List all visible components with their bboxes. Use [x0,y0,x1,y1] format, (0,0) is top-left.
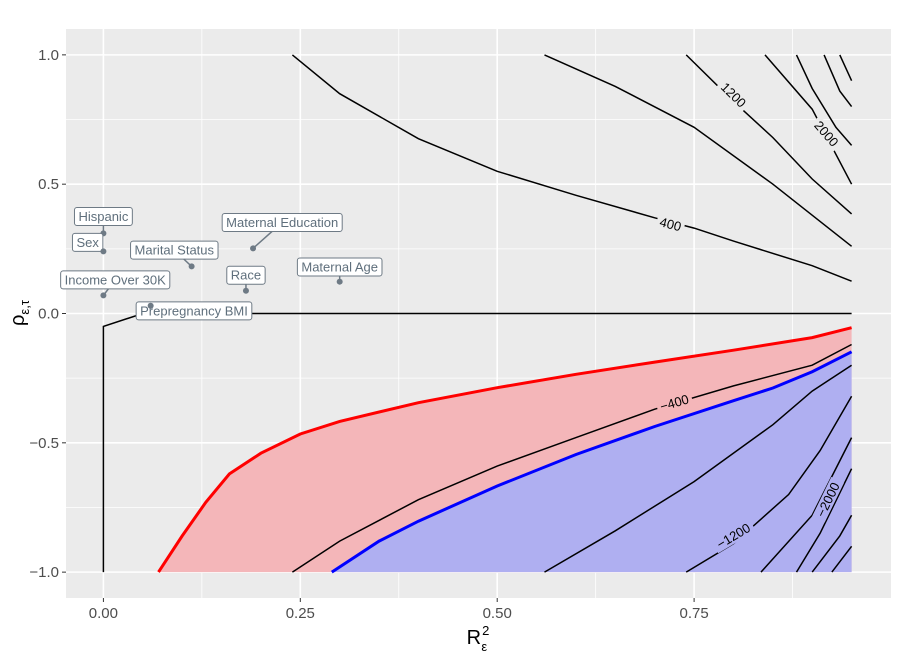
annotation-prepregnancy-bmi: Prepregnancy BMI [135,301,253,321]
annotation-box [135,301,253,321]
contour-label-bg [655,213,686,235]
y-axis-title: ρε,τ [7,299,32,326]
annotation-maternal-age: Maternal Age [296,257,383,285]
y-tick-label: 0.0 [38,306,59,323]
y-axis-title-sub: ε,τ [17,299,32,314]
annotation-box [60,270,171,290]
x-tick-label: 0.50 [483,605,512,622]
x-axis-title-sub: ε [481,639,487,654]
contour-line [795,468,853,573]
annotation-point [188,263,195,270]
contour-label-bg [715,77,752,113]
x-tick-label: 0.75 [680,605,709,622]
y-tick-label: 1.0 [38,47,59,64]
annotation-label: Prepregnancy BMI [140,303,248,318]
annotation-label: Maternal Education [226,215,338,230]
annotation-point [336,278,343,285]
annotation-race: Race [226,265,266,294]
contour-line [544,364,853,573]
contour-line [839,54,853,82]
annotation-marital-status: Marital Status [130,240,219,270]
annotation-point [100,292,107,299]
annotation-point [250,245,257,252]
annotation-box [71,232,104,252]
annotation-label: Income Over 30K [65,272,166,287]
contour-label-bg [809,115,844,152]
annotation-leader [252,230,273,249]
contour-line [811,514,853,573]
y-axis-title-main: ρ [7,315,29,326]
annotation-label: Maternal Age [301,259,378,274]
annotation-label: Sex [76,235,99,250]
contour-line [685,395,853,573]
annotation-box [221,212,343,232]
covariate-annotations: Hispanic Sex Marital Status Maternal Educat… [60,207,383,321]
blue-boundary-line [330,350,853,574]
annotation-box [130,240,219,260]
contour-label-bg [655,390,694,415]
annotation-sex: Sex [71,232,107,255]
annotation-maternal-education: Maternal Education [221,212,343,252]
x-axis-title: R2 ε [467,623,490,654]
annotation-hispanic: Hispanic [73,207,133,237]
x-axis-title-main: R [467,627,481,649]
annotation-label: Race [231,268,261,283]
contour-line [831,545,853,573]
y-tick-label: −0.5 [29,435,59,452]
contour-line [291,54,852,282]
annotation-income-over-30k: Income Over 30K [60,270,171,299]
contour-line [291,343,852,573]
y-tick-label: −1.0 [29,564,59,581]
annotation-point [242,287,249,294]
contour-line [102,312,852,573]
contour-label-bg [711,518,756,554]
x-axis-title-sup: 2 [482,623,489,638]
annotation-point [100,248,107,255]
contour-line [823,54,853,108]
contour-line [760,437,853,573]
axes: 0.00 0.25 0.50 0.75 1.0 0.5 0.0 −0.5 −1.0 [29,47,708,622]
annotation-point [147,302,154,309]
y-tick-label: 0.5 [38,176,59,193]
contour-line [795,54,853,146]
blue-shaded-region [331,351,852,573]
contour-label-400: 400 [658,214,683,234]
contour-line [544,54,853,247]
x-tick-label: 0.00 [89,605,118,622]
red-boundary-line [157,326,852,573]
annotation-label: Hispanic [78,209,128,224]
x-tick-label: 0.25 [286,605,315,622]
contour-label-bg [812,476,844,523]
shaded-regions [158,327,852,573]
annotation-label: Marital Status [135,243,215,258]
contour-line [764,54,853,185]
